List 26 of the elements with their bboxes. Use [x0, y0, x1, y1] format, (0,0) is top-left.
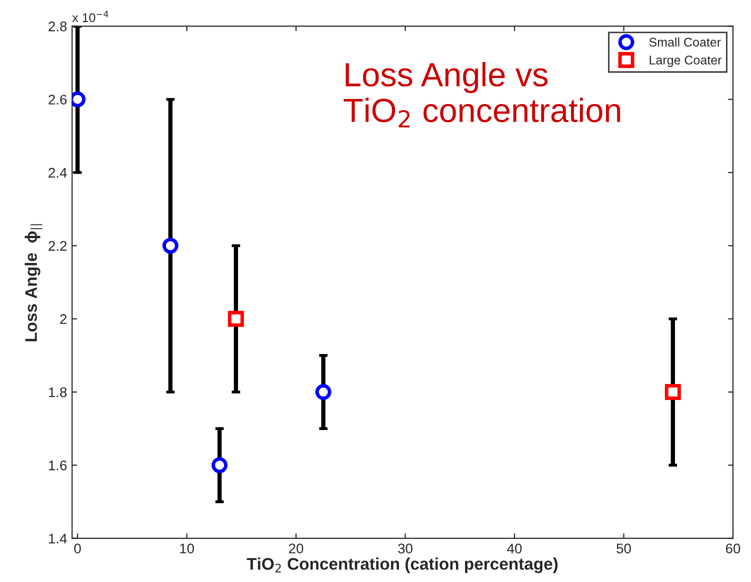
y-tick-label: 2.2 — [48, 241, 67, 251]
y-tick-label: 2.6 — [48, 94, 67, 105]
y-tick-label: 2.8 — [48, 22, 67, 32]
y-tick-label: 1.8 — [48, 387, 67, 398]
x-tick-label: 60 — [726, 544, 740, 554]
x-tick-label: 50 — [616, 544, 631, 554]
x-tick-label: 0 — [74, 544, 81, 554]
x-tick-label: 30 — [398, 544, 412, 554]
point — [664, 384, 681, 400]
point — [212, 457, 228, 474]
legend-label: Small Coater — [649, 37, 721, 47]
point — [315, 384, 332, 400]
point — [228, 310, 244, 327]
text: x 10$^{−4}$ — [72, 10, 108, 22]
x-tick-label: 10 — [180, 544, 194, 554]
y-axis-title: Loss Angle ϕ$_{||}$ — [24, 224, 42, 342]
y-tick-label: 1.6 — [48, 460, 67, 470]
text: Loss Angle vs TiO$_{2}$ concentration — [344, 62, 620, 128]
legend-label: Large Coater — [650, 56, 722, 67]
y-tick-label: 2 — [60, 314, 67, 324]
y-tick-label: 1.4 — [48, 534, 67, 544]
x-axis-title: TiO$_{2}$ Concentration (cation percentage) — [246, 558, 558, 574]
point — [162, 238, 178, 254]
x-tick-label: 40 — [507, 544, 522, 554]
x-tick-label: 20 — [289, 544, 304, 554]
y-tick-label: 2.4 — [48, 168, 67, 178]
